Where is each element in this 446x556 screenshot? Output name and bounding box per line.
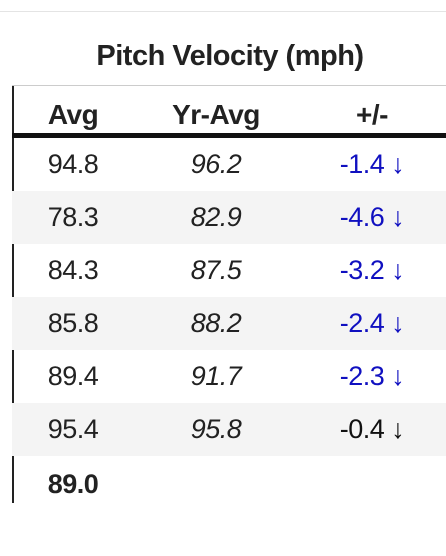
header-divider <box>12 85 446 86</box>
footer-avg-cell: 89.0 <box>47 469 99 499</box>
table-row <box>12 403 446 456</box>
diff-cell: -4.6 ↓ <box>339 202 405 232</box>
diff-cell: -3.2 ↓ <box>339 255 405 285</box>
column-header: +/- <box>356 99 388 130</box>
avg-cell: 95.4 <box>47 414 99 444</box>
table-row <box>12 297 446 350</box>
yr-avg-cell: 96.2 <box>190 149 242 179</box>
group-title: Pitch Velocity (mph) <box>96 40 364 72</box>
yr-avg-cell: 95.8 <box>190 414 242 444</box>
yr-avg-cell: 88.2 <box>190 308 242 338</box>
avg-cell: 84.3 <box>47 255 99 285</box>
diff-cell: -2.3 ↓ <box>339 361 405 391</box>
yr-avg-cell: 91.7 <box>190 361 242 391</box>
column-header: Avg <box>47 99 99 130</box>
diff-cell: -1.4 ↓ <box>339 149 405 179</box>
avg-cell: 89.4 <box>47 361 99 391</box>
header-rule <box>12 133 446 138</box>
left-border <box>12 85 14 503</box>
avg-cell: 94.8 <box>47 149 99 179</box>
column-header: Yr-Avg <box>172 99 260 130</box>
top-divider <box>0 11 446 12</box>
yr-avg-cell: 82.9 <box>190 202 242 232</box>
diff-cell: -0.4 ↓ <box>339 414 405 444</box>
avg-cell: 85.8 <box>47 308 99 338</box>
diff-cell: -2.4 ↓ <box>339 308 405 338</box>
yr-avg-cell: 87.5 <box>190 255 242 285</box>
avg-cell: 78.3 <box>47 202 99 232</box>
table-row <box>12 191 446 244</box>
